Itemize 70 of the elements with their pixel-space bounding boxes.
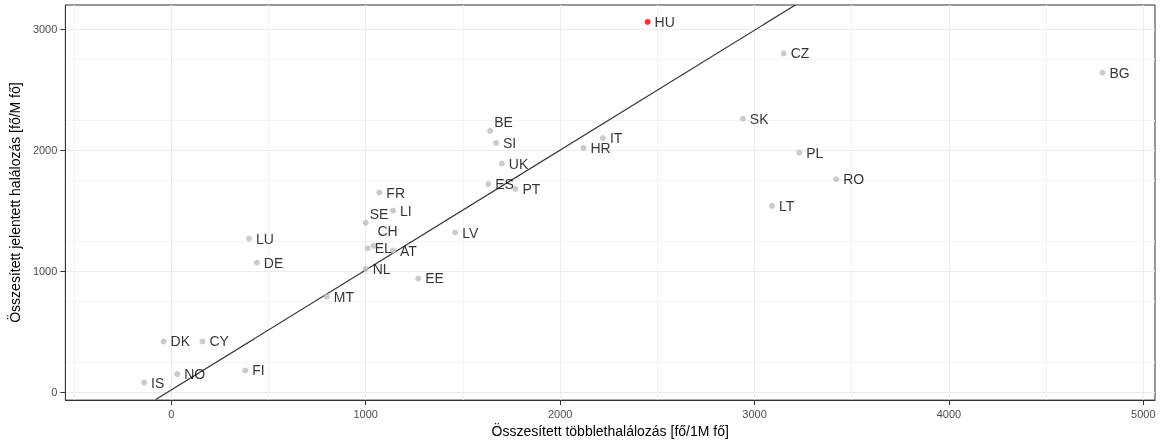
point	[599, 135, 606, 142]
point	[160, 338, 167, 345]
point	[174, 371, 181, 378]
point	[253, 259, 260, 266]
point	[512, 185, 519, 192]
data-label: IT	[609, 130, 623, 147]
data-label: IS	[151, 374, 165, 391]
data-label: SE	[369, 205, 389, 222]
data-label: PL	[806, 144, 824, 161]
data-label: FR	[386, 184, 405, 201]
point	[644, 18, 651, 25]
data-label: FI	[252, 362, 265, 379]
point	[246, 235, 253, 242]
data-label: EE	[425, 270, 444, 287]
data-label: LU	[256, 230, 274, 247]
data-label: SK	[749, 110, 770, 127]
x-tick-label: 4000	[936, 407, 962, 420]
point	[362, 265, 369, 272]
point	[492, 139, 499, 146]
point	[452, 229, 459, 236]
x-tick-label: 1000	[353, 407, 378, 420]
y-tick-label: 1000	[32, 265, 58, 278]
y-tick-label: 3000	[32, 23, 58, 36]
data-label: LT	[779, 197, 795, 214]
data-label: RO	[843, 171, 865, 188]
data-label: HU	[654, 13, 675, 30]
point	[796, 149, 803, 156]
data-label: SI	[502, 134, 517, 151]
data-label: HR	[590, 139, 611, 156]
point	[376, 189, 383, 196]
point	[580, 144, 587, 151]
data-label: EL	[374, 240, 393, 257]
data-label: CZ	[790, 45, 810, 62]
y-tick-label: 2000	[32, 144, 58, 157]
point	[485, 181, 492, 188]
point	[141, 379, 148, 386]
data-label: BE	[494, 113, 513, 130]
point	[739, 115, 746, 122]
x-axis-title: Összesített többlethalálozás [fő/1M fő]	[491, 422, 729, 439]
data-label: MT	[333, 288, 355, 305]
point	[389, 207, 396, 214]
point	[242, 367, 249, 374]
y-axis-title: Összesített jelentett halálozás [fő/M fő]	[6, 82, 23, 323]
data-label: LI	[399, 202, 412, 219]
y-tick-label: 0	[51, 386, 58, 399]
point	[362, 219, 369, 226]
point	[780, 50, 787, 57]
point	[769, 202, 776, 209]
data-label: DE	[263, 254, 284, 271]
x-tick-label: 5000	[1131, 407, 1156, 420]
point	[487, 127, 494, 134]
data-label: DK	[170, 333, 191, 350]
x-tick-label: 3000	[742, 407, 767, 420]
x-tick-label: 0	[168, 407, 175, 420]
data-label: NL	[372, 260, 391, 277]
data-label: AT	[399, 242, 418, 259]
data-label: PT	[522, 180, 541, 197]
data-label: LV	[462, 224, 479, 241]
data-label: CH	[377, 222, 398, 239]
point	[498, 160, 505, 167]
data-label: BG	[1109, 64, 1130, 81]
point	[415, 275, 422, 282]
data-label: UK	[508, 155, 529, 172]
data-label: CY	[209, 333, 230, 350]
point	[833, 176, 840, 183]
point	[199, 338, 206, 345]
point	[323, 293, 330, 300]
point	[1099, 69, 1106, 76]
point	[364, 245, 371, 252]
x-tick-label: 2000	[547, 407, 573, 420]
